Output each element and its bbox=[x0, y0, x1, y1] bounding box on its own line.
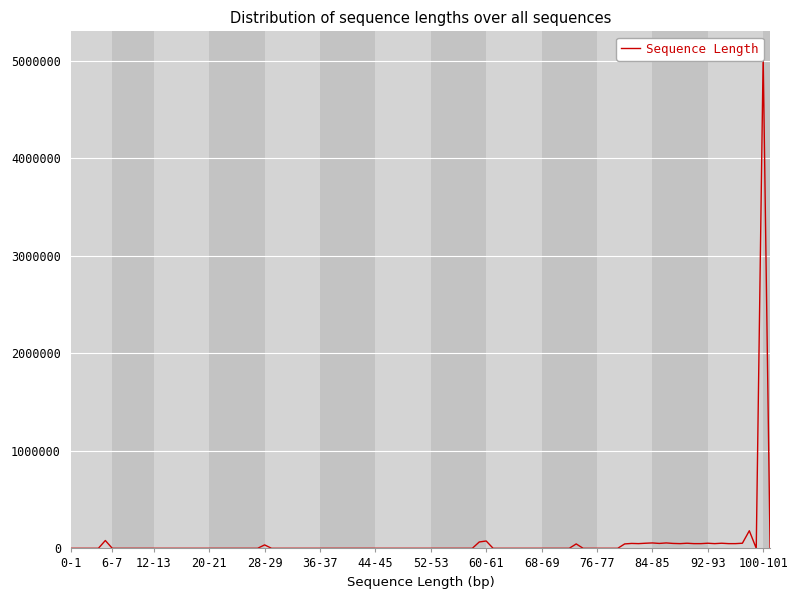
Bar bbox=[265, 31, 320, 548]
Bar bbox=[375, 31, 430, 548]
Bar bbox=[70, 31, 112, 548]
X-axis label: Sequence Length (bp): Sequence Length (bp) bbox=[346, 576, 494, 589]
Bar bbox=[209, 31, 265, 548]
Bar bbox=[430, 31, 486, 548]
Bar bbox=[486, 31, 542, 548]
Bar bbox=[763, 31, 770, 548]
Bar bbox=[652, 31, 708, 548]
Legend: Sequence Length: Sequence Length bbox=[616, 38, 764, 61]
Bar bbox=[708, 31, 763, 548]
Bar bbox=[154, 31, 209, 548]
Bar bbox=[597, 31, 652, 548]
Bar bbox=[112, 31, 154, 548]
Bar bbox=[320, 31, 375, 548]
Title: Distribution of sequence lengths over all sequences: Distribution of sequence lengths over al… bbox=[230, 11, 611, 26]
Bar bbox=[542, 31, 597, 548]
